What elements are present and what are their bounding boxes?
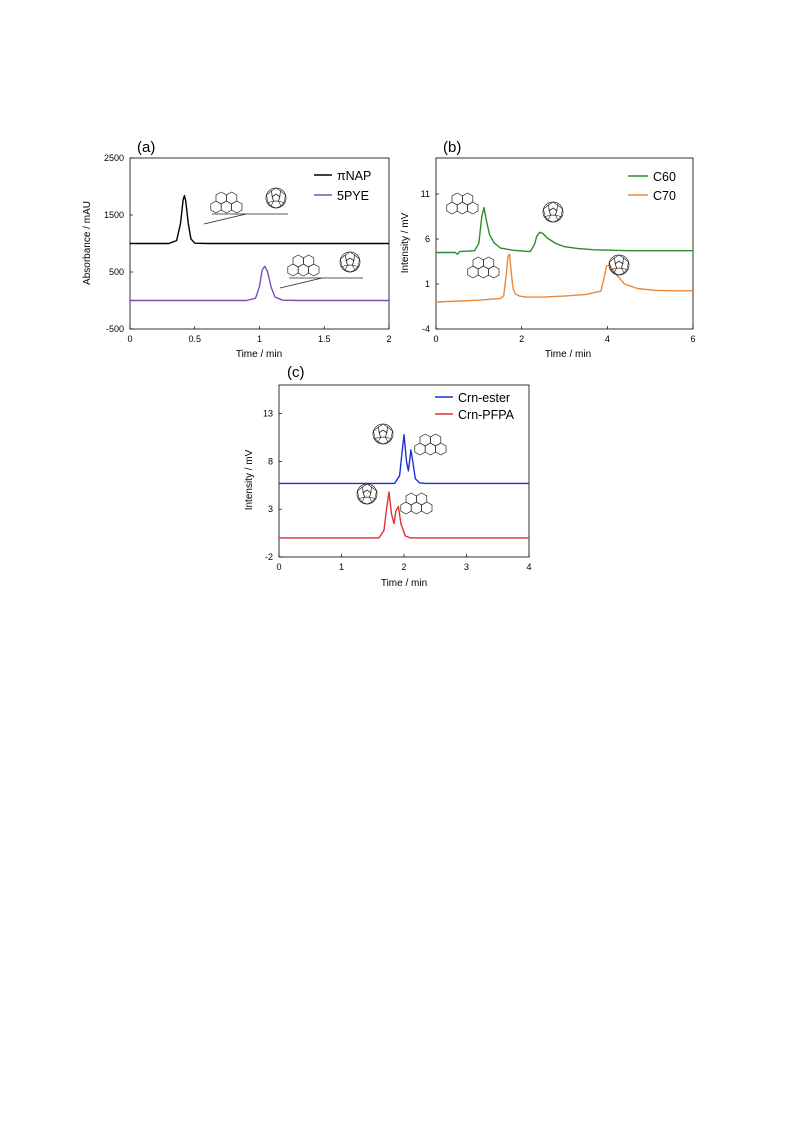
panel-c: (c) 0 1 2 3 4 -2 3 8 13 Time / min Intensity / … (244, 364, 532, 589)
y-tick-label-c: 13 (263, 409, 273, 419)
y-tick-label-a: 500 (109, 267, 124, 277)
pah-structure-icon (210, 191, 243, 214)
plot-frame-b (435, 157, 694, 330)
legend-label-c60: C60 (653, 170, 676, 184)
x-tick-label-b: 2 (519, 334, 524, 344)
legend-label-crn-ester: Crn-ester (458, 391, 510, 405)
legend-a: πNAP 5PYE (314, 169, 371, 203)
legend-label-c70: C70 (653, 189, 676, 203)
x-tick-label-c: 0 (276, 562, 281, 572)
x-ticks-b: 0 2 4 6 (433, 326, 696, 344)
panel-b: (b) 0 2 4 6 -4 1 6 11 Time / min Intensity / m… (400, 139, 696, 360)
legend-c: Crn-ester Crn-PFPA (435, 391, 515, 422)
y-ticks-c: -2 3 8 13 (263, 409, 282, 562)
x-axis-label-b: Time / min (545, 349, 591, 360)
y-tick-label-b: 1 (425, 279, 430, 289)
pah-structure-icon (400, 492, 433, 515)
legend-label-crn-pfpa: Crn-PFPA (458, 408, 515, 422)
fullerene-structure-icon (339, 251, 361, 273)
x-tick-label-c: 4 (526, 562, 531, 572)
pah-structure-icon (467, 256, 500, 279)
x-tick-label-a: 2 (386, 334, 391, 344)
x-ticks-a: 0 0.5 1 1.5 2 (127, 326, 392, 344)
y-tick-label-b: -4 (422, 324, 430, 334)
legend-label-5pye: 5PYE (337, 189, 369, 203)
x-tick-label-b: 0 (433, 334, 438, 344)
series-line-c70 (435, 253, 693, 303)
series-line-crn-pfpa (279, 491, 529, 539)
y-tick-label-c: -2 (265, 552, 273, 562)
fullerene-structure-icon (372, 423, 394, 445)
y-axis-label-c: Intensity / mV (244, 449, 255, 510)
panel-label-c: (c) (287, 364, 305, 381)
fullerene-structure-icon (542, 201, 564, 223)
series-group-b (435, 206, 693, 303)
y-tick-label-c: 3 (268, 504, 273, 514)
molecule-structures-a (203, 187, 363, 289)
y-ticks-b: -4 1 6 11 (421, 189, 439, 334)
y-axis-label-b: Intensity / mV (400, 212, 411, 273)
y-tick-label-a: -500 (106, 324, 124, 334)
series-group-a (130, 194, 389, 302)
series-line-crn-ester (279, 434, 529, 485)
y-tick-label-b: 11 (421, 189, 430, 199)
series-line-5pye (130, 265, 389, 302)
y-tick-label-a: 2500 (104, 153, 124, 163)
molecule-structures-c (356, 423, 447, 515)
x-axis-label-a: Time / min (236, 349, 282, 360)
legend-label-pinap: πNAP (337, 169, 371, 183)
x-tick-label-a: 1 (257, 334, 262, 344)
fullerene-structure-icon (608, 254, 630, 276)
y-tick-label-a: 1500 (104, 210, 124, 220)
pah-structure-icon (446, 192, 479, 215)
x-tick-label-c: 3 (464, 562, 469, 572)
series-line-c60 (436, 206, 693, 256)
y-tick-label-c: 8 (268, 456, 273, 466)
y-axis-label-a: Absorbance / mAU (82, 201, 93, 285)
x-tick-label-c: 2 (401, 562, 406, 572)
x-tick-label-c: 1 (339, 562, 344, 572)
panel-label-b: (b) (443, 139, 461, 156)
x-ticks-c: 0 1 2 3 4 (276, 554, 532, 572)
pah-structure-icon (414, 433, 447, 456)
series-line-pinap (130, 194, 389, 245)
fullerene-structure-icon (265, 187, 287, 209)
x-tick-label-b: 6 (690, 334, 695, 344)
y-ticks-a: -500 500 1500 2500 (104, 153, 133, 334)
x-tick-label-a: 1.5 (318, 334, 331, 344)
panel-label-a: (a) (137, 139, 155, 156)
pah-structure-icon (287, 254, 320, 277)
x-tick-label-a: 0.5 (188, 334, 201, 344)
fullerene-structure-icon (356, 483, 378, 505)
series-group-c (279, 434, 529, 539)
legend-b: C60 C70 (628, 170, 676, 203)
x-tick-label-b: 4 (605, 334, 610, 344)
x-tick-label-a: 0 (127, 334, 132, 344)
x-axis-label-c: Time / min (381, 578, 427, 589)
y-tick-label-b: 6 (425, 234, 430, 244)
panel-a: (a) 0 0.5 1 1.5 2 -500 500 1500 2500 Time / min… (82, 139, 392, 360)
